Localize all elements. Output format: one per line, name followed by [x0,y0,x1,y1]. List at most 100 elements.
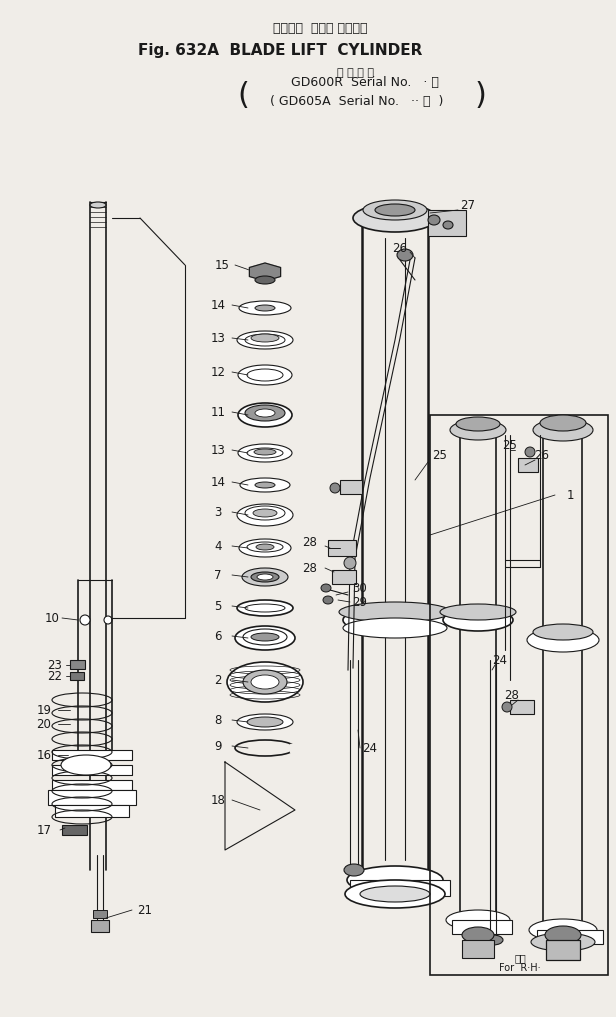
Ellipse shape [104,616,112,624]
Bar [332,570,356,584]
Ellipse shape [61,755,111,775]
Ellipse shape [443,609,513,631]
Ellipse shape [247,448,283,458]
Ellipse shape [251,675,279,689]
Ellipse shape [330,483,340,493]
Ellipse shape [251,572,279,582]
Text: 7: 7 [214,569,222,582]
Polygon shape [290,744,297,752]
Ellipse shape [533,419,593,441]
Ellipse shape [245,506,285,520]
Bar [70,672,84,680]
Bar [518,458,538,472]
Bar [428,210,466,236]
Text: (: ( [237,80,249,110]
Bar [462,940,494,958]
Ellipse shape [235,626,295,650]
Ellipse shape [375,204,415,216]
Text: 14: 14 [211,476,225,488]
Ellipse shape [255,276,275,284]
Text: ): ) [474,80,486,110]
Ellipse shape [238,403,292,427]
Text: 17: 17 [36,824,52,837]
Text: 10: 10 [44,611,59,624]
Ellipse shape [237,600,293,616]
Ellipse shape [343,606,447,634]
Ellipse shape [247,369,283,381]
Ellipse shape [256,544,274,550]
Text: ( GD605A  Serial No.   ·· ～  ): ( GD605A Serial No. ·· ～ ) [270,95,444,108]
Bar [430,415,608,975]
Text: 25: 25 [432,448,447,462]
Ellipse shape [255,305,275,311]
Text: 11: 11 [211,406,225,419]
Bar [340,480,362,494]
Text: 28: 28 [505,689,519,702]
Ellipse shape [237,714,293,730]
Text: 1: 1 [566,488,573,501]
Bar [52,765,132,775]
Ellipse shape [238,365,292,385]
Bar [70,660,85,669]
Ellipse shape [397,249,413,261]
Ellipse shape [483,935,503,945]
Ellipse shape [255,409,275,417]
Ellipse shape [344,557,356,569]
Ellipse shape [242,569,288,586]
Text: 13: 13 [211,332,225,345]
Bar [537,930,603,944]
Text: For  R·H·: For R·H· [499,963,541,973]
Bar [546,940,580,960]
Bar [93,910,107,918]
Ellipse shape [251,334,279,342]
Ellipse shape [247,542,283,552]
Text: 23: 23 [47,658,62,671]
Ellipse shape [90,202,106,208]
Ellipse shape [344,864,364,876]
Ellipse shape [502,702,512,712]
Ellipse shape [254,448,276,455]
Ellipse shape [527,629,599,652]
Ellipse shape [545,926,581,944]
Ellipse shape [323,596,333,604]
Ellipse shape [529,919,597,941]
Text: 20: 20 [36,718,52,730]
Ellipse shape [339,602,451,622]
Ellipse shape [440,604,516,620]
Ellipse shape [243,629,287,645]
Ellipse shape [237,331,293,349]
Ellipse shape [239,539,291,557]
Ellipse shape [443,221,453,229]
Ellipse shape [237,504,293,526]
Text: 右用: 右用 [514,953,526,963]
Ellipse shape [343,618,447,638]
Ellipse shape [525,447,535,457]
Ellipse shape [456,417,500,431]
Ellipse shape [531,933,595,951]
Ellipse shape [450,420,506,440]
Ellipse shape [428,215,440,225]
Text: 28: 28 [302,536,317,548]
Ellipse shape [360,886,430,902]
Bar [510,700,534,714]
Ellipse shape [533,624,593,640]
Polygon shape [249,263,281,281]
Ellipse shape [253,508,277,517]
Text: 12: 12 [211,365,225,378]
Ellipse shape [245,405,285,421]
Text: 19: 19 [36,704,52,717]
Text: 24: 24 [362,741,378,755]
Bar [328,540,356,556]
Ellipse shape [345,880,445,908]
Ellipse shape [240,478,290,492]
Text: 27: 27 [461,198,476,212]
Text: 5: 5 [214,599,222,612]
Ellipse shape [321,584,331,592]
Text: 26: 26 [392,241,408,254]
Ellipse shape [245,604,285,612]
Ellipse shape [540,415,586,431]
Ellipse shape [347,866,443,894]
Text: 30: 30 [352,582,367,595]
Bar [62,825,87,835]
Text: 18: 18 [211,793,225,806]
